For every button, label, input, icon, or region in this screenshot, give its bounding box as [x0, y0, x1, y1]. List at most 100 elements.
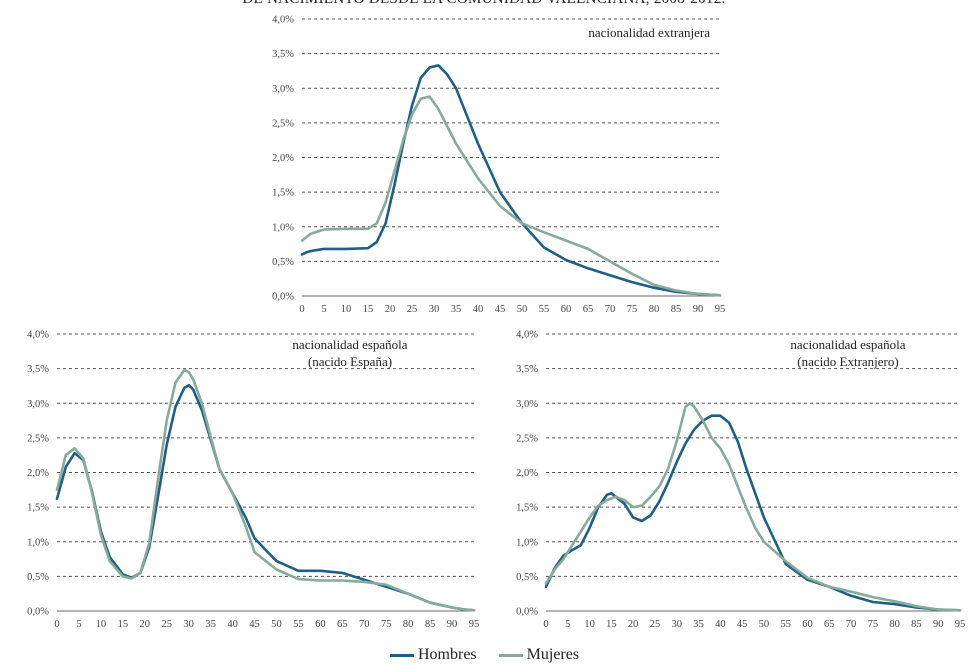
legend-swatch-hombres [390, 653, 414, 657]
x-tick-label: 70 [605, 304, 616, 315]
x-tick-label: 80 [649, 304, 660, 315]
x-tick-label: 10 [96, 619, 107, 630]
x-tick-label: 95 [715, 304, 726, 315]
x-tick-label: 60 [802, 619, 813, 630]
y-tick-label: 2,5% [27, 433, 49, 444]
y-tick-label: 2,5% [516, 433, 538, 444]
x-tick-label: 30 [671, 619, 682, 630]
y-tick-label: 2,0% [27, 468, 49, 479]
x-tick-label: 90 [693, 304, 704, 315]
x-tick-label: 75 [868, 619, 879, 630]
x-tick-label: 80 [889, 619, 900, 630]
panel-title: nacionalidad española [790, 337, 905, 352]
x-tick-label: 45 [495, 304, 506, 315]
x-tick-label: 0 [299, 304, 304, 315]
x-tick-label: 55 [539, 304, 550, 315]
page-title: DE NACIMIENTO DESDE LA COMUNIDAD VALENCI… [0, 0, 968, 8]
x-tick-label: 5 [565, 619, 570, 630]
x-tick-label: 70 [846, 619, 857, 630]
y-tick-label: 2,5% [272, 118, 294, 129]
x-tick-label: 40 [227, 619, 238, 630]
panel-title: nacionalidad extranjera [588, 25, 710, 40]
legend-swatch-mujeres [498, 653, 523, 657]
x-tick-label: 80 [403, 619, 414, 630]
x-tick-label: 15 [606, 619, 617, 630]
x-tick-label: 75 [627, 304, 638, 315]
x-tick-label: 10 [341, 304, 352, 315]
x-tick-label: 20 [385, 304, 396, 315]
y-tick-label: 2,0% [272, 153, 294, 164]
x-tick-label: 35 [205, 619, 216, 630]
series-line-hombres [544, 414, 962, 612]
legend-label-hombres: Hombres [418, 646, 477, 663]
y-tick-label: 3,5% [516, 364, 538, 375]
x-tick-label: 90 [447, 619, 458, 630]
x-tick-label: 45 [737, 619, 748, 630]
x-tick-label: 55 [293, 619, 304, 630]
x-tick-label: 40 [715, 619, 726, 630]
x-tick-label: 25 [407, 304, 418, 315]
chart-panel-1: 0,0% 0,5% 1,0% 1,5% 2,0% 2,5% 3,0% 3,5% 4,0% 0 5 10… [27, 330, 479, 631]
y-tick-label: 3,5% [272, 49, 294, 60]
x-tick-label: 20 [628, 619, 639, 630]
y-tick-label: 4,0% [516, 330, 538, 341]
y-tick-label: 3,5% [27, 364, 49, 375]
y-tick-label: 3,0% [27, 399, 49, 410]
series-line-mujeres [544, 402, 962, 612]
x-tick-label: 45 [249, 619, 260, 630]
x-tick-label: 65 [583, 304, 594, 315]
y-tick-label: 0,5% [27, 572, 49, 583]
x-tick-label: 25 [161, 619, 172, 630]
legend: Hombres Mujeres [390, 645, 601, 665]
series-line-mujeres [300, 95, 722, 297]
series-line-hombres [300, 64, 722, 297]
x-tick-label: 35 [451, 304, 462, 315]
x-tick-label: 85 [911, 619, 922, 630]
y-tick-label: 0,0% [27, 607, 49, 618]
x-tick-label: 60 [561, 304, 572, 315]
y-tick-label: 1,0% [272, 222, 294, 233]
y-tick-label: 1,5% [27, 503, 49, 514]
y-tick-label: 4,0% [27, 330, 49, 341]
legend-item-hombres: Hombres [390, 646, 477, 664]
x-tick-label: 70 [359, 619, 370, 630]
x-tick-label: 10 [584, 619, 595, 630]
y-tick-label: 1,0% [27, 537, 49, 548]
legend-item-mujeres: Mujeres [498, 646, 580, 664]
x-tick-label: 0 [543, 619, 548, 630]
x-tick-label: 95 [955, 619, 966, 630]
y-tick-label: 0,5% [516, 572, 538, 583]
y-tick-label: 4,0% [272, 15, 294, 26]
y-tick-label: 1,5% [516, 503, 538, 514]
x-tick-label: 75 [381, 619, 392, 630]
x-tick-label: 50 [271, 619, 282, 630]
series-line-mujeres [55, 368, 476, 612]
panel-subtitle: (nacido Extranjero) [797, 354, 898, 369]
panel-title: nacionalidad española [292, 337, 407, 352]
x-tick-label: 5 [76, 619, 81, 630]
x-tick-label: 20 [140, 619, 151, 630]
x-tick-label: 85 [425, 619, 436, 630]
x-tick-label: 65 [337, 619, 348, 630]
x-tick-label: 95 [469, 619, 480, 630]
legend-label-mujeres: Mujeres [526, 646, 580, 663]
x-tick-label: 90 [933, 619, 944, 630]
y-tick-label: 1,5% [272, 188, 294, 199]
y-tick-label: 0,0% [516, 607, 538, 618]
x-tick-label: 15 [363, 304, 374, 315]
x-tick-label: 30 [183, 619, 194, 630]
x-tick-label: 5 [321, 304, 326, 315]
x-tick-label: 40 [473, 304, 484, 315]
y-tick-label: 3,0% [516, 399, 538, 410]
x-tick-label: 25 [650, 619, 661, 630]
y-tick-label: 0,5% [272, 257, 294, 268]
y-tick-label: 2,0% [516, 468, 538, 479]
x-tick-label: 85 [671, 304, 682, 315]
x-tick-label: 50 [517, 304, 528, 315]
x-tick-label: 15 [118, 619, 129, 630]
x-tick-label: 0 [54, 619, 59, 630]
chart-panel-0: 0,0% 0,5% 1,0% 1,5% 2,0% 2,5% 3,0% 3,5% 4,0% 0 5 10… [272, 15, 725, 316]
x-tick-label: 50 [759, 619, 770, 630]
chart-panel-2: 0,0% 0,5% 1,0% 1,5% 2,0% 2,5% 3,0% 3,5% 4,0% 0 5 10… [516, 330, 965, 631]
